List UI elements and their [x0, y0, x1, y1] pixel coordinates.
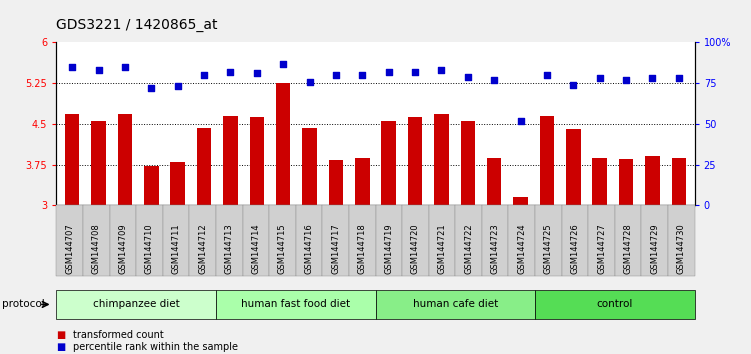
Point	[330, 72, 342, 78]
Text: ■: ■	[56, 330, 65, 339]
Text: GSM144725: GSM144725	[544, 224, 553, 274]
Point	[145, 85, 157, 91]
Text: GSM144709: GSM144709	[119, 224, 128, 274]
Bar	[671, 158, 686, 205]
Text: GDS3221 / 1420865_at: GDS3221 / 1420865_at	[56, 18, 218, 32]
Text: GSM144707: GSM144707	[65, 224, 74, 274]
Bar	[170, 162, 185, 205]
Point	[356, 72, 368, 78]
Point	[541, 72, 553, 78]
Text: protocol: protocol	[2, 299, 45, 309]
Point	[514, 118, 526, 124]
Bar	[303, 128, 317, 205]
Bar	[514, 197, 528, 205]
Point	[567, 82, 579, 88]
Point	[462, 74, 474, 80]
Bar	[249, 117, 264, 205]
Text: GSM144723: GSM144723	[490, 224, 499, 274]
Bar	[593, 158, 607, 205]
Text: GSM144727: GSM144727	[597, 224, 606, 274]
Text: GSM144711: GSM144711	[171, 224, 180, 274]
Bar	[144, 166, 158, 205]
Bar	[434, 114, 448, 205]
Text: GSM144721: GSM144721	[438, 224, 447, 274]
Bar	[408, 117, 422, 205]
Bar	[487, 158, 502, 205]
Text: transformed count: transformed count	[73, 330, 164, 339]
Text: GSM144729: GSM144729	[650, 224, 659, 274]
Bar	[355, 158, 369, 205]
Point	[251, 70, 263, 76]
Point	[594, 75, 606, 81]
Bar	[460, 121, 475, 205]
Point	[436, 67, 448, 73]
Point	[303, 79, 315, 84]
Bar	[197, 128, 211, 205]
Text: GSM144708: GSM144708	[92, 224, 101, 274]
Text: GSM144717: GSM144717	[331, 224, 340, 274]
Point	[172, 84, 184, 89]
Text: GSM144726: GSM144726	[571, 224, 580, 274]
Point	[66, 64, 78, 70]
Point	[620, 77, 632, 83]
Text: GSM144728: GSM144728	[623, 224, 632, 274]
Text: chimpanzee diet: chimpanzee diet	[92, 299, 179, 309]
Text: GSM144722: GSM144722	[464, 224, 473, 274]
Text: control: control	[597, 299, 633, 309]
Text: GSM144716: GSM144716	[304, 224, 313, 274]
Point	[409, 69, 421, 75]
Text: GSM144712: GSM144712	[198, 224, 207, 274]
Point	[383, 69, 395, 75]
Text: GSM144715: GSM144715	[278, 224, 287, 274]
Point	[198, 72, 210, 78]
Text: GSM144714: GSM144714	[252, 224, 261, 274]
Point	[673, 75, 685, 81]
Bar	[92, 121, 106, 205]
Text: GSM144724: GSM144724	[517, 224, 526, 274]
Bar	[65, 114, 80, 205]
Bar	[276, 83, 291, 205]
Text: GSM144719: GSM144719	[385, 224, 394, 274]
Bar	[329, 160, 343, 205]
Point	[119, 64, 131, 70]
Text: GSM144713: GSM144713	[225, 224, 234, 274]
Bar	[223, 116, 237, 205]
Point	[488, 77, 500, 83]
Text: GSM144710: GSM144710	[145, 224, 154, 274]
Point	[647, 75, 659, 81]
Text: GSM144720: GSM144720	[411, 224, 420, 274]
Text: GSM144730: GSM144730	[677, 224, 686, 274]
Bar	[118, 114, 132, 205]
Bar	[566, 129, 581, 205]
Bar	[645, 156, 659, 205]
Bar	[619, 159, 633, 205]
Text: human cafe diet: human cafe diet	[412, 299, 498, 309]
Text: percentile rank within the sample: percentile rank within the sample	[73, 342, 238, 352]
Point	[92, 67, 104, 73]
Bar	[382, 121, 396, 205]
Text: ■: ■	[56, 342, 65, 352]
Text: human fast food diet: human fast food diet	[241, 299, 350, 309]
Point	[277, 61, 289, 67]
Point	[225, 69, 237, 75]
Text: GSM144718: GSM144718	[357, 224, 366, 274]
Bar	[540, 116, 554, 205]
